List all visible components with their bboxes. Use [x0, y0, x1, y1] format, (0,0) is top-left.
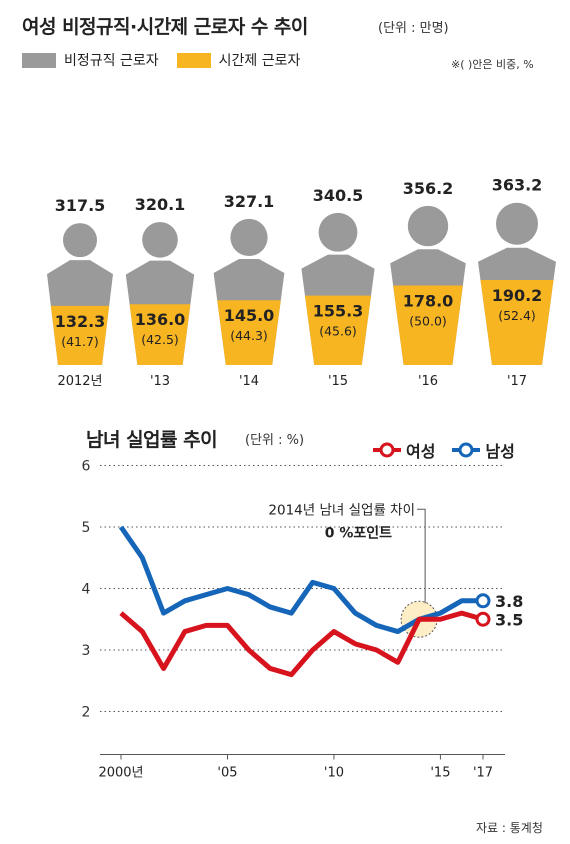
legend-label-parttime: 시간제 근로자: [218, 53, 301, 69]
label-share-5: (52.4): [498, 308, 536, 323]
end-marker-female: [475, 611, 491, 627]
category-label-2: '14: [239, 374, 259, 389]
label-parttime-1: 136.0: [135, 310, 186, 329]
label-share-0: (41.7): [61, 334, 99, 349]
category-label-0: 2012년: [57, 374, 102, 389]
annotation-text-2: 0 %포인트: [325, 524, 392, 541]
source-note: 자료 : 통계청: [476, 821, 543, 835]
chart2-title: 남녀 실업률 추이: [86, 429, 218, 451]
y-tick-label-5: 5: [82, 520, 91, 536]
bar-parttime-2: [217, 300, 281, 365]
legend-label-male: 남성: [485, 442, 515, 461]
bar-parttime-4: [393, 285, 463, 365]
figure-1: 320.1 136.0 (42.5) '13: [125, 195, 195, 389]
label-parttime-0: 132.3: [55, 312, 106, 331]
legend-label-irregular: 비정규직 근로자: [64, 53, 159, 69]
figure-head: [230, 218, 268, 257]
figure-head: [63, 223, 97, 258]
figure-head: [496, 202, 538, 245]
figure-head: [318, 212, 358, 252]
legend-marker-female: [373, 442, 401, 458]
label-share-4: (50.0): [409, 313, 447, 328]
figure-3: 340.5 155.3 (45.6) '15: [301, 186, 375, 389]
end-marker-male: [475, 593, 491, 609]
category-label-4: '16: [418, 374, 438, 389]
bar-parttime-3: [304, 295, 372, 365]
y-tick-label-4: 4: [82, 582, 91, 598]
x-tick-label-0: 2000년: [98, 766, 143, 781]
x-tick-label-3: '15: [430, 766, 450, 781]
series-line-male: [118, 525, 483, 635]
annotation-text-1: 2014년 남녀 실업률 차이: [268, 502, 415, 518]
figure-4: 356.2 178.0 (50.0) '16: [390, 179, 466, 389]
category-label-5: '17: [507, 374, 527, 389]
x-tick-label-1: '05: [217, 766, 237, 781]
chart1-note: ※( )안은 비중, %: [451, 58, 534, 71]
label-irregular-1: 320.1: [135, 195, 186, 214]
bar-parttime-5: [480, 280, 554, 365]
label-parttime-5: 190.2: [492, 286, 543, 305]
bar-parttime-1: [129, 304, 191, 365]
chart1-unit: (단위 : 만명): [378, 21, 449, 36]
x-tick-label-4: '17: [473, 766, 493, 781]
y-tick-label-3: 3: [82, 643, 91, 659]
annotation-leader: [417, 508, 426, 604]
label-share-2: (44.3): [230, 328, 268, 343]
legend-marker-male: [452, 442, 481, 458]
category-label-3: '15: [328, 374, 348, 389]
label-irregular-0: 317.5: [55, 196, 106, 215]
category-label-1: '13: [150, 374, 170, 389]
figure-0: 317.5 132.3 (41.7) 2012년: [47, 196, 113, 389]
label-irregular-5: 363.2: [492, 176, 543, 195]
chart1-figures: 317.5 132.3 (41.7) 2012년 320.1 136.0 (42.5) '13…: [47, 176, 556, 389]
legend-label-female: 여성: [406, 442, 436, 461]
series-line-female: [119, 610, 484, 678]
label-irregular-3: 340.5: [313, 186, 364, 205]
figure-head: [407, 205, 449, 247]
figure-2: 327.1 145.0 (44.3) '14: [213, 192, 285, 389]
legend-swatch-gray: [22, 52, 56, 68]
figure-head: [142, 221, 178, 258]
label-parttime-4: 178.0: [403, 291, 454, 310]
legend-swatch-yellow: [176, 52, 211, 68]
bar-parttime-0: [50, 305, 110, 365]
end-label-female: 3.5: [495, 610, 523, 629]
chart1-title: 여성 비정규직·시간제 근로자 수 추이: [22, 16, 308, 38]
end-label-male: 3.8: [495, 592, 523, 611]
y-tick-label-2: 2: [82, 705, 91, 721]
y-tick-label-6: 6: [82, 459, 91, 475]
chart2-unit: (단위 : %): [245, 433, 305, 448]
figure-5: 363.2 190.2 (52.4) '17: [478, 176, 556, 389]
chart1-legend: 비정규직 근로자 시간제 근로자: [22, 50, 300, 70]
label-irregular-2: 327.1: [224, 192, 275, 211]
x-tick-label-2: '10: [324, 766, 344, 781]
label-parttime-3: 155.3: [313, 302, 364, 321]
label-irregular-4: 356.2: [403, 179, 454, 198]
label-share-3: (45.6): [319, 324, 357, 339]
chart2-legend: 여성 남성: [372, 438, 515, 462]
label-share-1: (42.5): [141, 332, 179, 347]
label-parttime-2: 145.0: [224, 306, 275, 325]
